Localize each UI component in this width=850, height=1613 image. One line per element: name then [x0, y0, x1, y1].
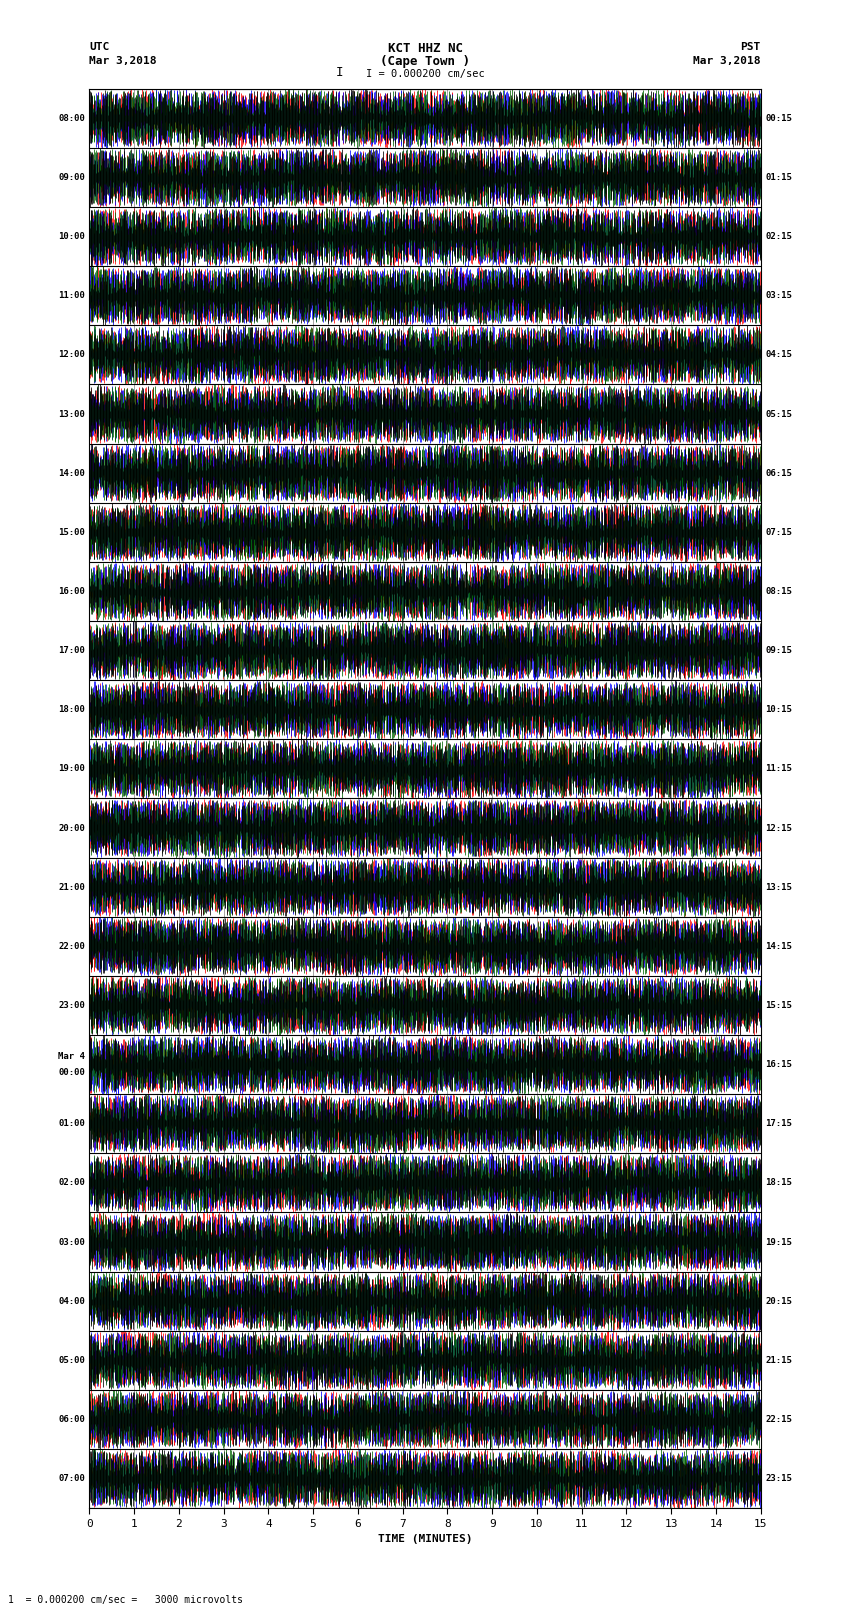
- Text: 21:15: 21:15: [765, 1357, 792, 1365]
- Text: 17:00: 17:00: [58, 647, 85, 655]
- Text: 04:00: 04:00: [58, 1297, 85, 1305]
- Text: 22:00: 22:00: [58, 942, 85, 950]
- Text: 22:15: 22:15: [765, 1415, 792, 1424]
- Text: I: I: [336, 66, 343, 79]
- Text: Mar 3,2018: Mar 3,2018: [694, 56, 761, 66]
- Text: 10:15: 10:15: [765, 705, 792, 715]
- Text: 18:15: 18:15: [765, 1179, 792, 1187]
- Text: 21:00: 21:00: [58, 882, 85, 892]
- Text: 03:00: 03:00: [58, 1237, 85, 1247]
- Text: KCT HHZ NC: KCT HHZ NC: [388, 42, 462, 55]
- Text: 11:15: 11:15: [765, 765, 792, 773]
- Text: 05:15: 05:15: [765, 410, 792, 418]
- Text: Mar 3,2018: Mar 3,2018: [89, 56, 156, 66]
- Text: 07:15: 07:15: [765, 527, 792, 537]
- Text: 09:15: 09:15: [765, 647, 792, 655]
- Text: 03:15: 03:15: [765, 292, 792, 300]
- Text: 19:00: 19:00: [58, 765, 85, 773]
- Text: 10:00: 10:00: [58, 232, 85, 240]
- Text: 20:00: 20:00: [58, 824, 85, 832]
- Text: PST: PST: [740, 42, 761, 52]
- Text: 04:15: 04:15: [765, 350, 792, 360]
- Text: 08:15: 08:15: [765, 587, 792, 595]
- Text: I = 0.000200 cm/sec: I = 0.000200 cm/sec: [366, 69, 484, 79]
- Text: 00:15: 00:15: [765, 115, 792, 123]
- Text: 14:00: 14:00: [58, 469, 85, 477]
- Text: 16:15: 16:15: [765, 1060, 792, 1069]
- Text: 08:00: 08:00: [58, 115, 85, 123]
- Text: 11:00: 11:00: [58, 292, 85, 300]
- Text: 17:15: 17:15: [765, 1119, 792, 1127]
- Text: 23:15: 23:15: [765, 1474, 792, 1482]
- Text: 13:00: 13:00: [58, 410, 85, 418]
- Text: 02:00: 02:00: [58, 1179, 85, 1187]
- Text: (Cape Town ): (Cape Town ): [380, 55, 470, 68]
- Text: 07:00: 07:00: [58, 1474, 85, 1482]
- Text: 18:00: 18:00: [58, 705, 85, 715]
- Text: 02:15: 02:15: [765, 232, 792, 240]
- Text: 13:15: 13:15: [765, 882, 792, 892]
- Text: 01:00: 01:00: [58, 1119, 85, 1127]
- Text: 01:15: 01:15: [765, 173, 792, 182]
- Text: 09:00: 09:00: [58, 173, 85, 182]
- Text: 12:15: 12:15: [765, 824, 792, 832]
- Text: 15:15: 15:15: [765, 1002, 792, 1010]
- Text: 06:00: 06:00: [58, 1415, 85, 1424]
- Text: 12:00: 12:00: [58, 350, 85, 360]
- Text: 20:15: 20:15: [765, 1297, 792, 1305]
- Text: 15:00: 15:00: [58, 527, 85, 537]
- Text: Mar 4: Mar 4: [58, 1052, 85, 1061]
- Text: UTC: UTC: [89, 42, 110, 52]
- Text: 00:00: 00:00: [58, 1068, 85, 1077]
- X-axis label: TIME (MINUTES): TIME (MINUTES): [377, 1534, 473, 1544]
- Text: 1  = 0.000200 cm/sec =   3000 microvolts: 1 = 0.000200 cm/sec = 3000 microvolts: [8, 1595, 243, 1605]
- Text: 16:00: 16:00: [58, 587, 85, 595]
- Text: 23:00: 23:00: [58, 1002, 85, 1010]
- Text: 06:15: 06:15: [765, 469, 792, 477]
- Text: 14:15: 14:15: [765, 942, 792, 950]
- Text: 05:00: 05:00: [58, 1357, 85, 1365]
- Text: 19:15: 19:15: [765, 1237, 792, 1247]
